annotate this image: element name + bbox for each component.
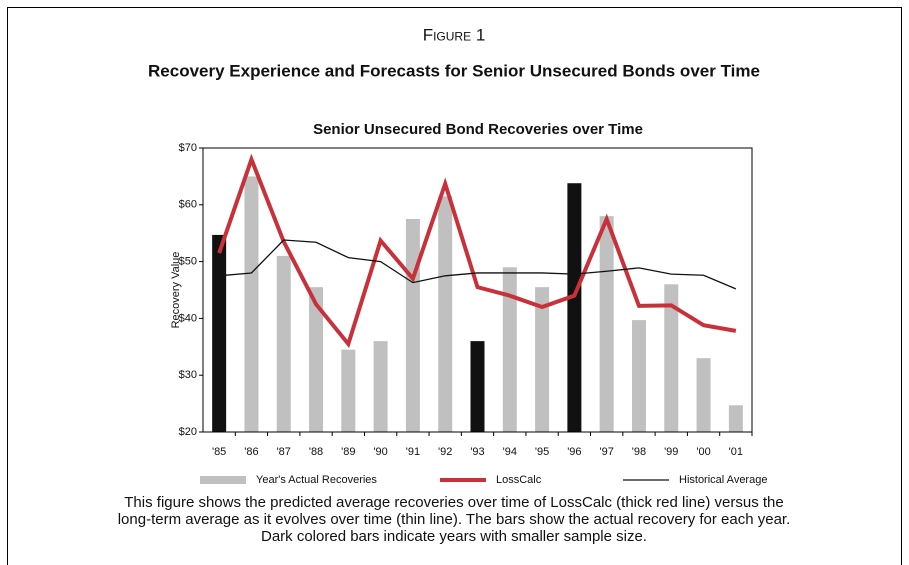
x-tick-label: '93: [470, 446, 484, 458]
frame: [7, 7, 902, 565]
y-tick-label: $40: [179, 312, 197, 324]
y-tick-label: $20: [179, 426, 197, 438]
x-tick-label: '89: [341, 446, 355, 458]
x-tick-label: '96: [567, 446, 581, 458]
x-tick-label: '86: [244, 446, 258, 458]
plot-frame: [202, 147, 753, 433]
chart-title: Senior Unsecured Bond Recoveries over Ti…: [313, 121, 643, 138]
bar: [567, 183, 582, 432]
x-tick-label: '95: [535, 446, 549, 458]
x-tick-label: '92: [438, 446, 452, 458]
figure-label: Figure 1: [423, 25, 486, 44]
x-tick-label: '97: [600, 446, 614, 458]
bar: [696, 358, 711, 432]
legend-label: Year's Actual Recoveries: [256, 474, 377, 486]
caption-line: long-term average as it evolves over tim…: [118, 511, 791, 528]
y-tick-label: $50: [179, 256, 197, 268]
bar: [244, 176, 259, 432]
bar: [664, 284, 679, 432]
bar: [438, 196, 453, 432]
bar: [631, 320, 646, 432]
bar: [373, 341, 388, 432]
x-tick-label: '94: [503, 446, 517, 458]
caption-line: Dark colored bars indicate years with sm…: [261, 528, 647, 545]
bar: [728, 405, 743, 432]
y-tick-label: $30: [179, 369, 197, 381]
bar: [470, 341, 485, 432]
bar: [502, 267, 517, 432]
x-tick-label: '98: [632, 446, 646, 458]
bar: [405, 219, 420, 432]
x-tick-label: '90: [373, 446, 387, 458]
legend-label: Historical Average: [679, 474, 767, 486]
bar: [535, 287, 550, 432]
x-tick-label: '87: [277, 446, 291, 458]
line: [217, 153, 737, 349]
x-tick-label: '00: [696, 446, 710, 458]
x-tick-label: '91: [406, 446, 420, 458]
x-tick-label: '99: [664, 446, 678, 458]
y-axis-title: Recovery Value: [170, 252, 182, 329]
bar: [309, 287, 324, 432]
x-tick-label: '88: [309, 446, 323, 458]
legend-swatch: [200, 476, 246, 484]
legend-label: LossCalc: [496, 474, 542, 486]
x-tick-label: '85: [212, 446, 226, 458]
bar: [276, 255, 291, 432]
bar: [212, 234, 227, 432]
y-tick-label: $70: [179, 142, 197, 154]
x-tick-label: '01: [729, 446, 743, 458]
line: [219, 239, 737, 290]
bar: [341, 349, 356, 432]
caption-line: This figure shows the predicted average …: [124, 494, 783, 511]
bar: [599, 216, 614, 432]
figure-heading: Recovery Experience and Forecasts for Se…: [148, 61, 760, 80]
y-tick-label: $60: [179, 199, 197, 211]
